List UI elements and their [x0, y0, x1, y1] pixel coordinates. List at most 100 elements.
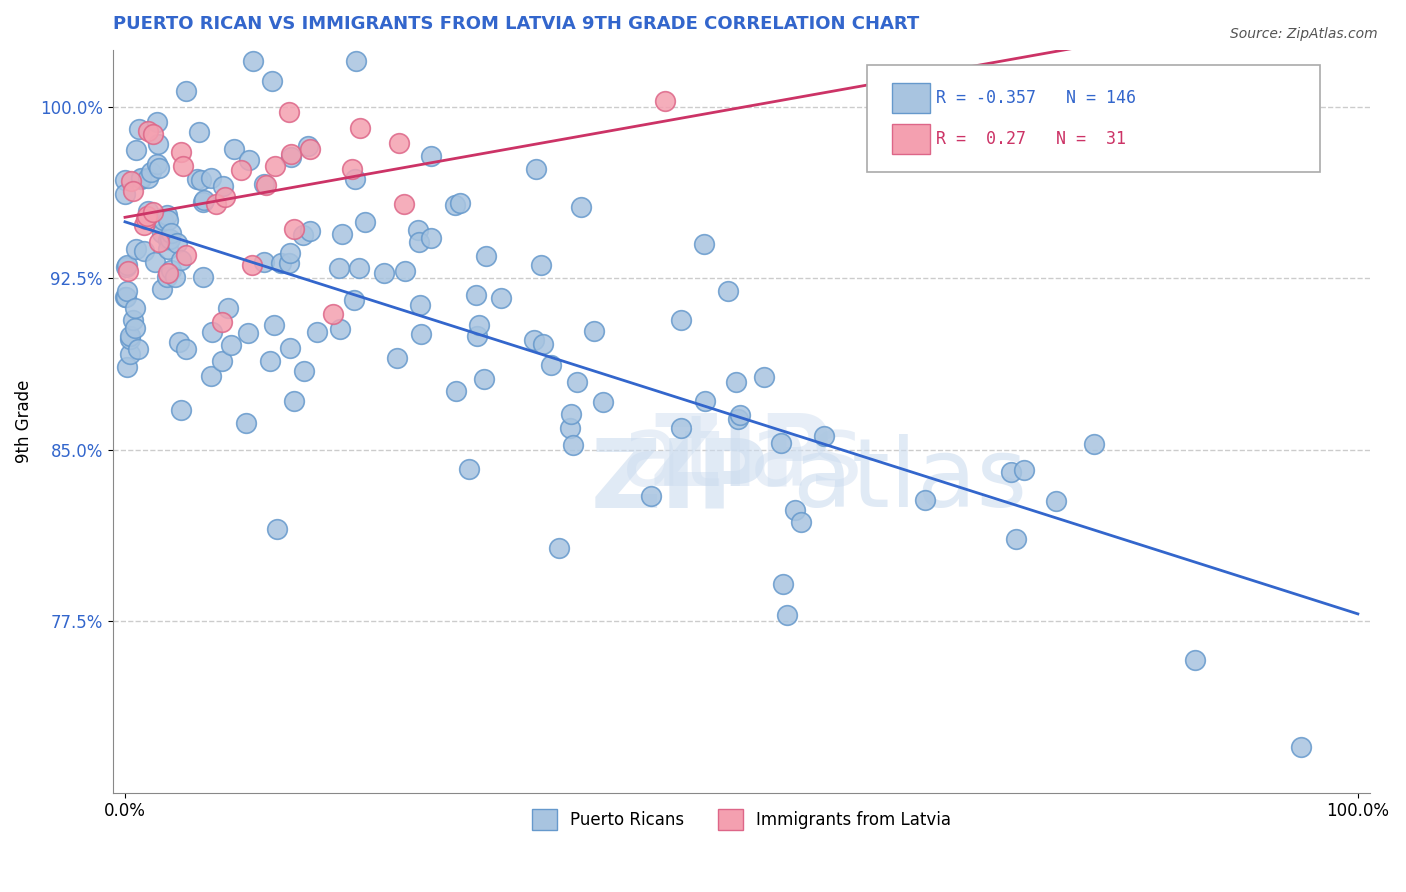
- Point: [449, 196, 471, 211]
- Point: [531, 336, 554, 351]
- Point: [115, 258, 138, 272]
- Point: [560, 421, 582, 435]
- Point: [270, 256, 292, 270]
- Point: [148, 235, 170, 250]
- Point: [167, 335, 190, 350]
- Point: [772, 577, 794, 591]
- Point: [297, 139, 319, 153]
- Point: [406, 223, 429, 237]
- Bar: [893, 124, 929, 153]
- Point: [174, 248, 197, 262]
- Point: [135, 212, 157, 227]
- Point: [592, 395, 614, 409]
- Point: [385, 351, 408, 366]
- Point: [152, 213, 174, 227]
- Point: [118, 346, 141, 360]
- Point: [305, 325, 328, 339]
- Point: [193, 193, 215, 207]
- Point: [254, 178, 277, 193]
- Point: [813, 428, 835, 442]
- Text: PUERTO RICAN VS IMMIGRANTS FROM LATVIA 9TH GRADE CORRELATION CHART: PUERTO RICAN VS IMMIGRANTS FROM LATVIA 9…: [112, 15, 920, 33]
- Point: [444, 198, 467, 212]
- Point: [205, 197, 228, 211]
- Point: [277, 256, 299, 270]
- Point: [186, 172, 208, 186]
- Point: [172, 159, 194, 173]
- Point: [148, 161, 170, 176]
- Point: [280, 150, 302, 164]
- Point: [170, 252, 193, 267]
- Point: [170, 145, 193, 160]
- Point: [914, 493, 936, 508]
- FancyBboxPatch shape: [868, 65, 1320, 172]
- Point: [776, 607, 799, 622]
- Point: [190, 172, 212, 186]
- Point: [238, 153, 260, 167]
- Point: [292, 364, 315, 378]
- Point: [128, 122, 150, 136]
- Point: [524, 162, 547, 177]
- Point: [1289, 739, 1312, 754]
- Point: [291, 227, 314, 242]
- Point: [1000, 465, 1022, 479]
- Point: [263, 318, 285, 332]
- Point: [156, 208, 179, 222]
- Point: [457, 462, 479, 476]
- Point: [444, 384, 467, 399]
- Point: [125, 144, 148, 158]
- Text: R = -0.357   N = 146: R = -0.357 N = 146: [936, 89, 1136, 107]
- Point: [283, 394, 305, 409]
- Point: [523, 333, 546, 347]
- Point: [727, 412, 749, 426]
- Point: [156, 213, 179, 227]
- Point: [125, 242, 148, 256]
- Point: [253, 254, 276, 268]
- Bar: [893, 83, 929, 113]
- Point: [330, 227, 353, 242]
- Y-axis label: 9th Grade: 9th Grade: [15, 380, 32, 463]
- Point: [474, 250, 496, 264]
- Point: [695, 393, 717, 408]
- Point: [464, 287, 486, 301]
- Point: [299, 142, 322, 156]
- Point: [146, 115, 169, 129]
- Point: [200, 368, 222, 383]
- Point: [752, 370, 775, 384]
- Point: [728, 408, 751, 422]
- Point: [263, 159, 285, 173]
- Text: ZIP: ZIP: [650, 410, 832, 507]
- Point: [193, 194, 215, 209]
- Point: [693, 236, 716, 251]
- Point: [409, 298, 432, 312]
- Point: [468, 318, 491, 332]
- Point: [262, 73, 284, 87]
- Point: [408, 235, 430, 249]
- Point: [127, 342, 149, 356]
- Point: [547, 541, 569, 555]
- Point: [124, 321, 146, 335]
- Point: [114, 173, 136, 187]
- Point: [115, 284, 138, 298]
- Point: [419, 149, 441, 163]
- Point: [354, 214, 377, 228]
- Point: [117, 263, 139, 277]
- Point: [121, 313, 143, 327]
- Point: [120, 331, 142, 345]
- Point: [669, 312, 692, 326]
- Point: [134, 244, 156, 258]
- Point: [224, 142, 246, 156]
- Point: [145, 157, 167, 171]
- Point: [349, 261, 371, 276]
- Point: [640, 489, 662, 503]
- Point: [409, 327, 432, 342]
- Point: [114, 290, 136, 304]
- Point: [188, 125, 211, 139]
- Point: [344, 171, 367, 186]
- Point: [783, 503, 806, 517]
- Point: [212, 179, 235, 194]
- Point: [155, 270, 177, 285]
- Point: [388, 136, 411, 150]
- Point: [669, 421, 692, 435]
- Point: [145, 255, 167, 269]
- Point: [124, 301, 146, 315]
